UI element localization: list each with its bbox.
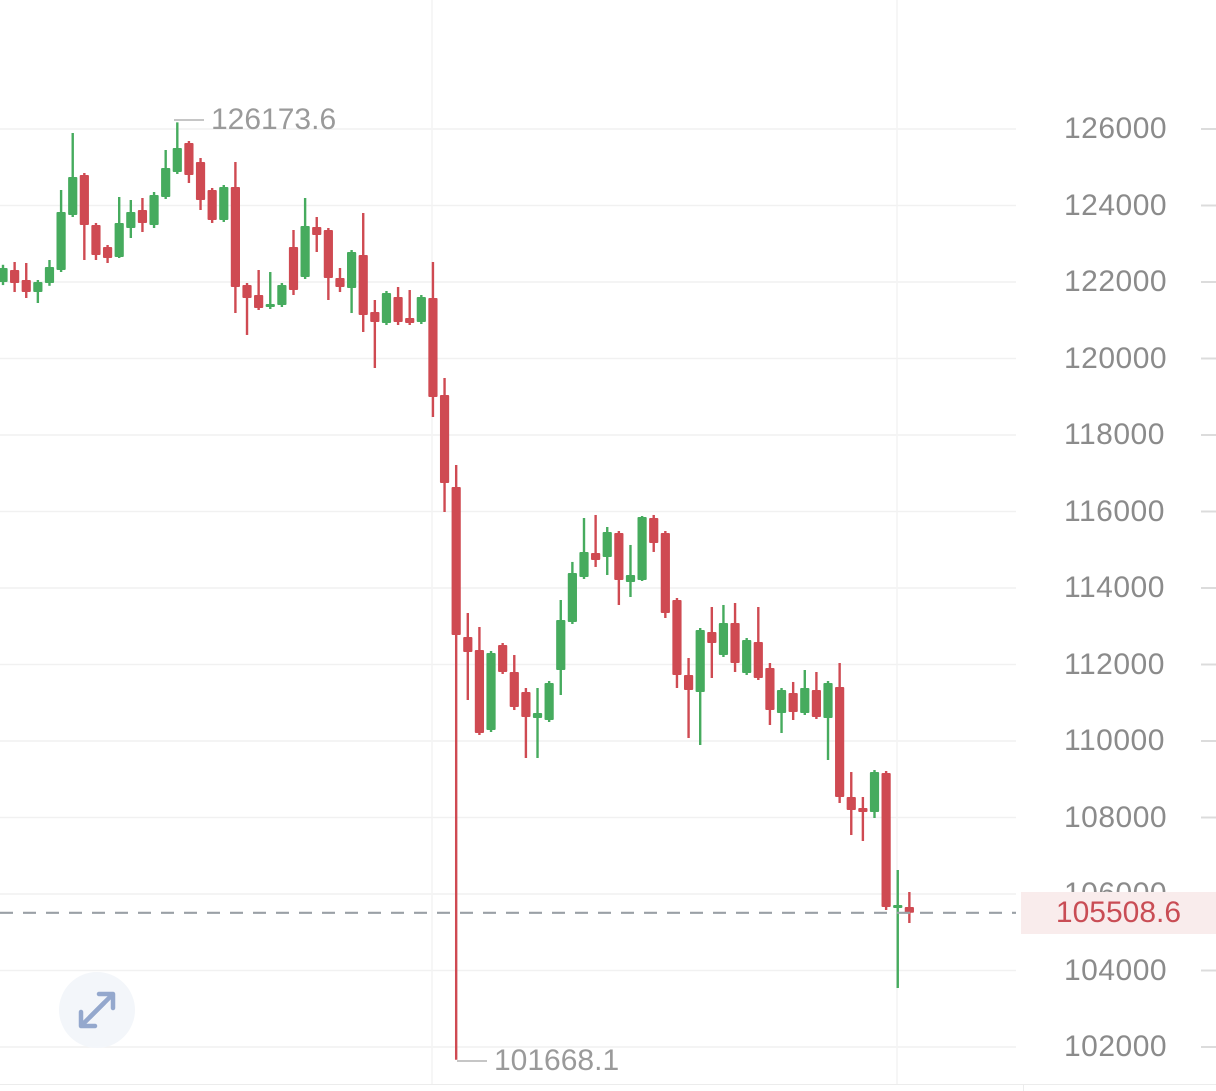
expand-button[interactable] [59,972,135,1048]
y-axis-label: 118000 [1064,418,1165,451]
y-axis-label: 114000 [1064,571,1165,604]
high-annotation-dash [174,119,204,122]
y-axis-label: 104000 [1064,953,1168,987]
y-axis-label: 116000 [1064,494,1165,528]
y-axis-label: 124000 [1064,188,1168,222]
y-axis-label: 102000 [1064,1030,1168,1063]
low-annotation: 101668.1 [457,1044,619,1078]
current-price-tag: 105508.6 [1021,891,1216,934]
y-axis-label: 108000 [1064,800,1168,834]
axis-corner-border [1023,1084,1024,1091]
chart-bottom-border [0,1084,1216,1085]
high-annotation-label: 126173.6 [211,103,337,137]
expand-arrows-icon [78,991,116,1029]
y-axis-label: 122000 [1064,265,1168,298]
high-annotation: 126173.6 [174,103,336,137]
low-annotation-dash [457,1059,487,1062]
y-axis-label: 126000 [1064,112,1168,145]
low-annotation-label: 101668.1 [494,1043,620,1077]
y-axis-label: 110000 [1064,724,1165,757]
y-axis-label: 120000 [1064,341,1168,375]
y-axis-label: 112000 [1064,647,1165,681]
